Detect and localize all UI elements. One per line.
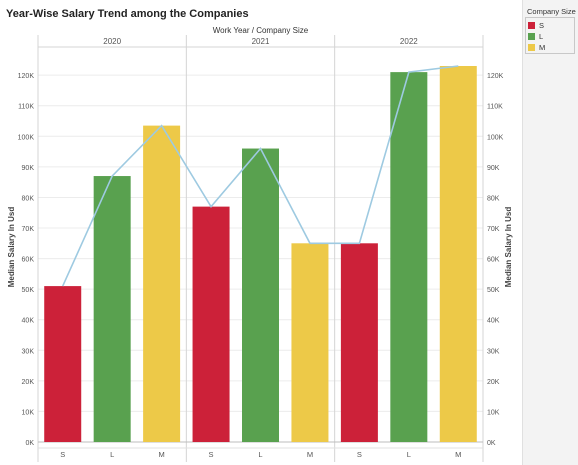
y-tick-left-0K: 0K (25, 440, 34, 447)
bar-2020-M (143, 125, 181, 443)
y-tick-right-110K: 110K (487, 104, 503, 111)
bar-2021-S (192, 206, 230, 442)
x-tick-2022-M: M (455, 450, 461, 459)
bar-2021-L (242, 148, 279, 442)
y-tick-left-100K: 100K (18, 134, 35, 141)
y-tick-right-120K: 120K (487, 73, 504, 80)
y-tick-right-20K: 20K (487, 379, 500, 386)
y-tick-right-30K: 30K (487, 348, 500, 355)
column-header: Work Year / Company Size (213, 26, 309, 35)
x-tick-2022-L: L (407, 450, 411, 459)
year-label-2021: 2021 (252, 37, 270, 46)
bar-2022-M (439, 66, 477, 442)
y-tick-left-120K: 120K (18, 73, 35, 80)
trend-line (61, 65, 459, 287)
bar-2021-M (291, 243, 329, 442)
y-tick-left-20K: 20K (22, 379, 35, 386)
y-tick-right-80K: 80K (487, 195, 500, 202)
legend-item-l[interactable]: L (528, 31, 543, 42)
y-tick-left-70K: 70K (22, 226, 35, 233)
x-tick-2020-S: S (60, 450, 65, 459)
y-tick-right-50K: 50K (487, 287, 500, 294)
year-label-2022: 2022 (400, 37, 418, 46)
bar-2020-L (93, 176, 131, 443)
bar-2020-S (44, 286, 82, 442)
legend-label-l: L (539, 32, 544, 41)
y-tick-left-80K: 80K (22, 195, 35, 202)
y-tick-left-90K: 90K (22, 165, 35, 172)
plot-area: Work Year / Company Size 2020 2021 2022 0K 0K… (7, 26, 513, 462)
y-tick-left-10K: 10K (22, 409, 35, 416)
x-tick-2020-L: L (110, 450, 114, 459)
y-tick-right-40K: 40K (487, 318, 500, 325)
legend-label-s: S (539, 21, 545, 30)
y-tick-left-60K: 60K (22, 257, 35, 264)
y-tick-right-0K: 0K (487, 440, 496, 447)
legend-item-s[interactable]: S (528, 20, 544, 31)
y-tick-left-30K: 30K (22, 348, 35, 355)
bar-2022-S (340, 243, 378, 442)
x-tick-2022-S: S (357, 450, 362, 459)
legend-box (525, 17, 575, 54)
legend-title: Company Size (527, 7, 576, 16)
legend-label-m: M (539, 43, 546, 52)
y-tick-right-100K: 100K (487, 134, 504, 141)
chart-title: Year-Wise Salary Trend among the Compani… (6, 8, 249, 20)
y-tick-right-70K: 70K (487, 226, 500, 233)
x-tick-2021-S: S (209, 450, 214, 459)
legend-swatch-l (528, 33, 535, 40)
y-tick-right-90K: 90K (487, 165, 500, 172)
y-tick-right-60K: 60K (487, 257, 500, 264)
y-axis-title-right: Median Salary In Usd (504, 207, 513, 288)
legend-panel: Company Size S L M (522, 0, 578, 465)
x-tick-2020-M: M (158, 450, 164, 459)
bar-2022-L (390, 72, 428, 442)
legend-item-m[interactable]: M (528, 42, 545, 53)
y-tick-right-10K: 10K (487, 409, 500, 416)
x-tick-2021-L: L (258, 450, 262, 459)
year-label-2020: 2020 (103, 37, 121, 46)
legend-swatch-s (528, 22, 535, 29)
y-axis-title-left: Median Salary In Usd (7, 207, 16, 288)
legend-swatch-m (528, 44, 535, 51)
y-tick-left-110K: 110K (18, 104, 34, 111)
y-tick-left-50K: 50K (22, 287, 35, 294)
y-tick-left-40K: 40K (22, 318, 35, 325)
x-tick-2021-M: M (307, 450, 313, 459)
